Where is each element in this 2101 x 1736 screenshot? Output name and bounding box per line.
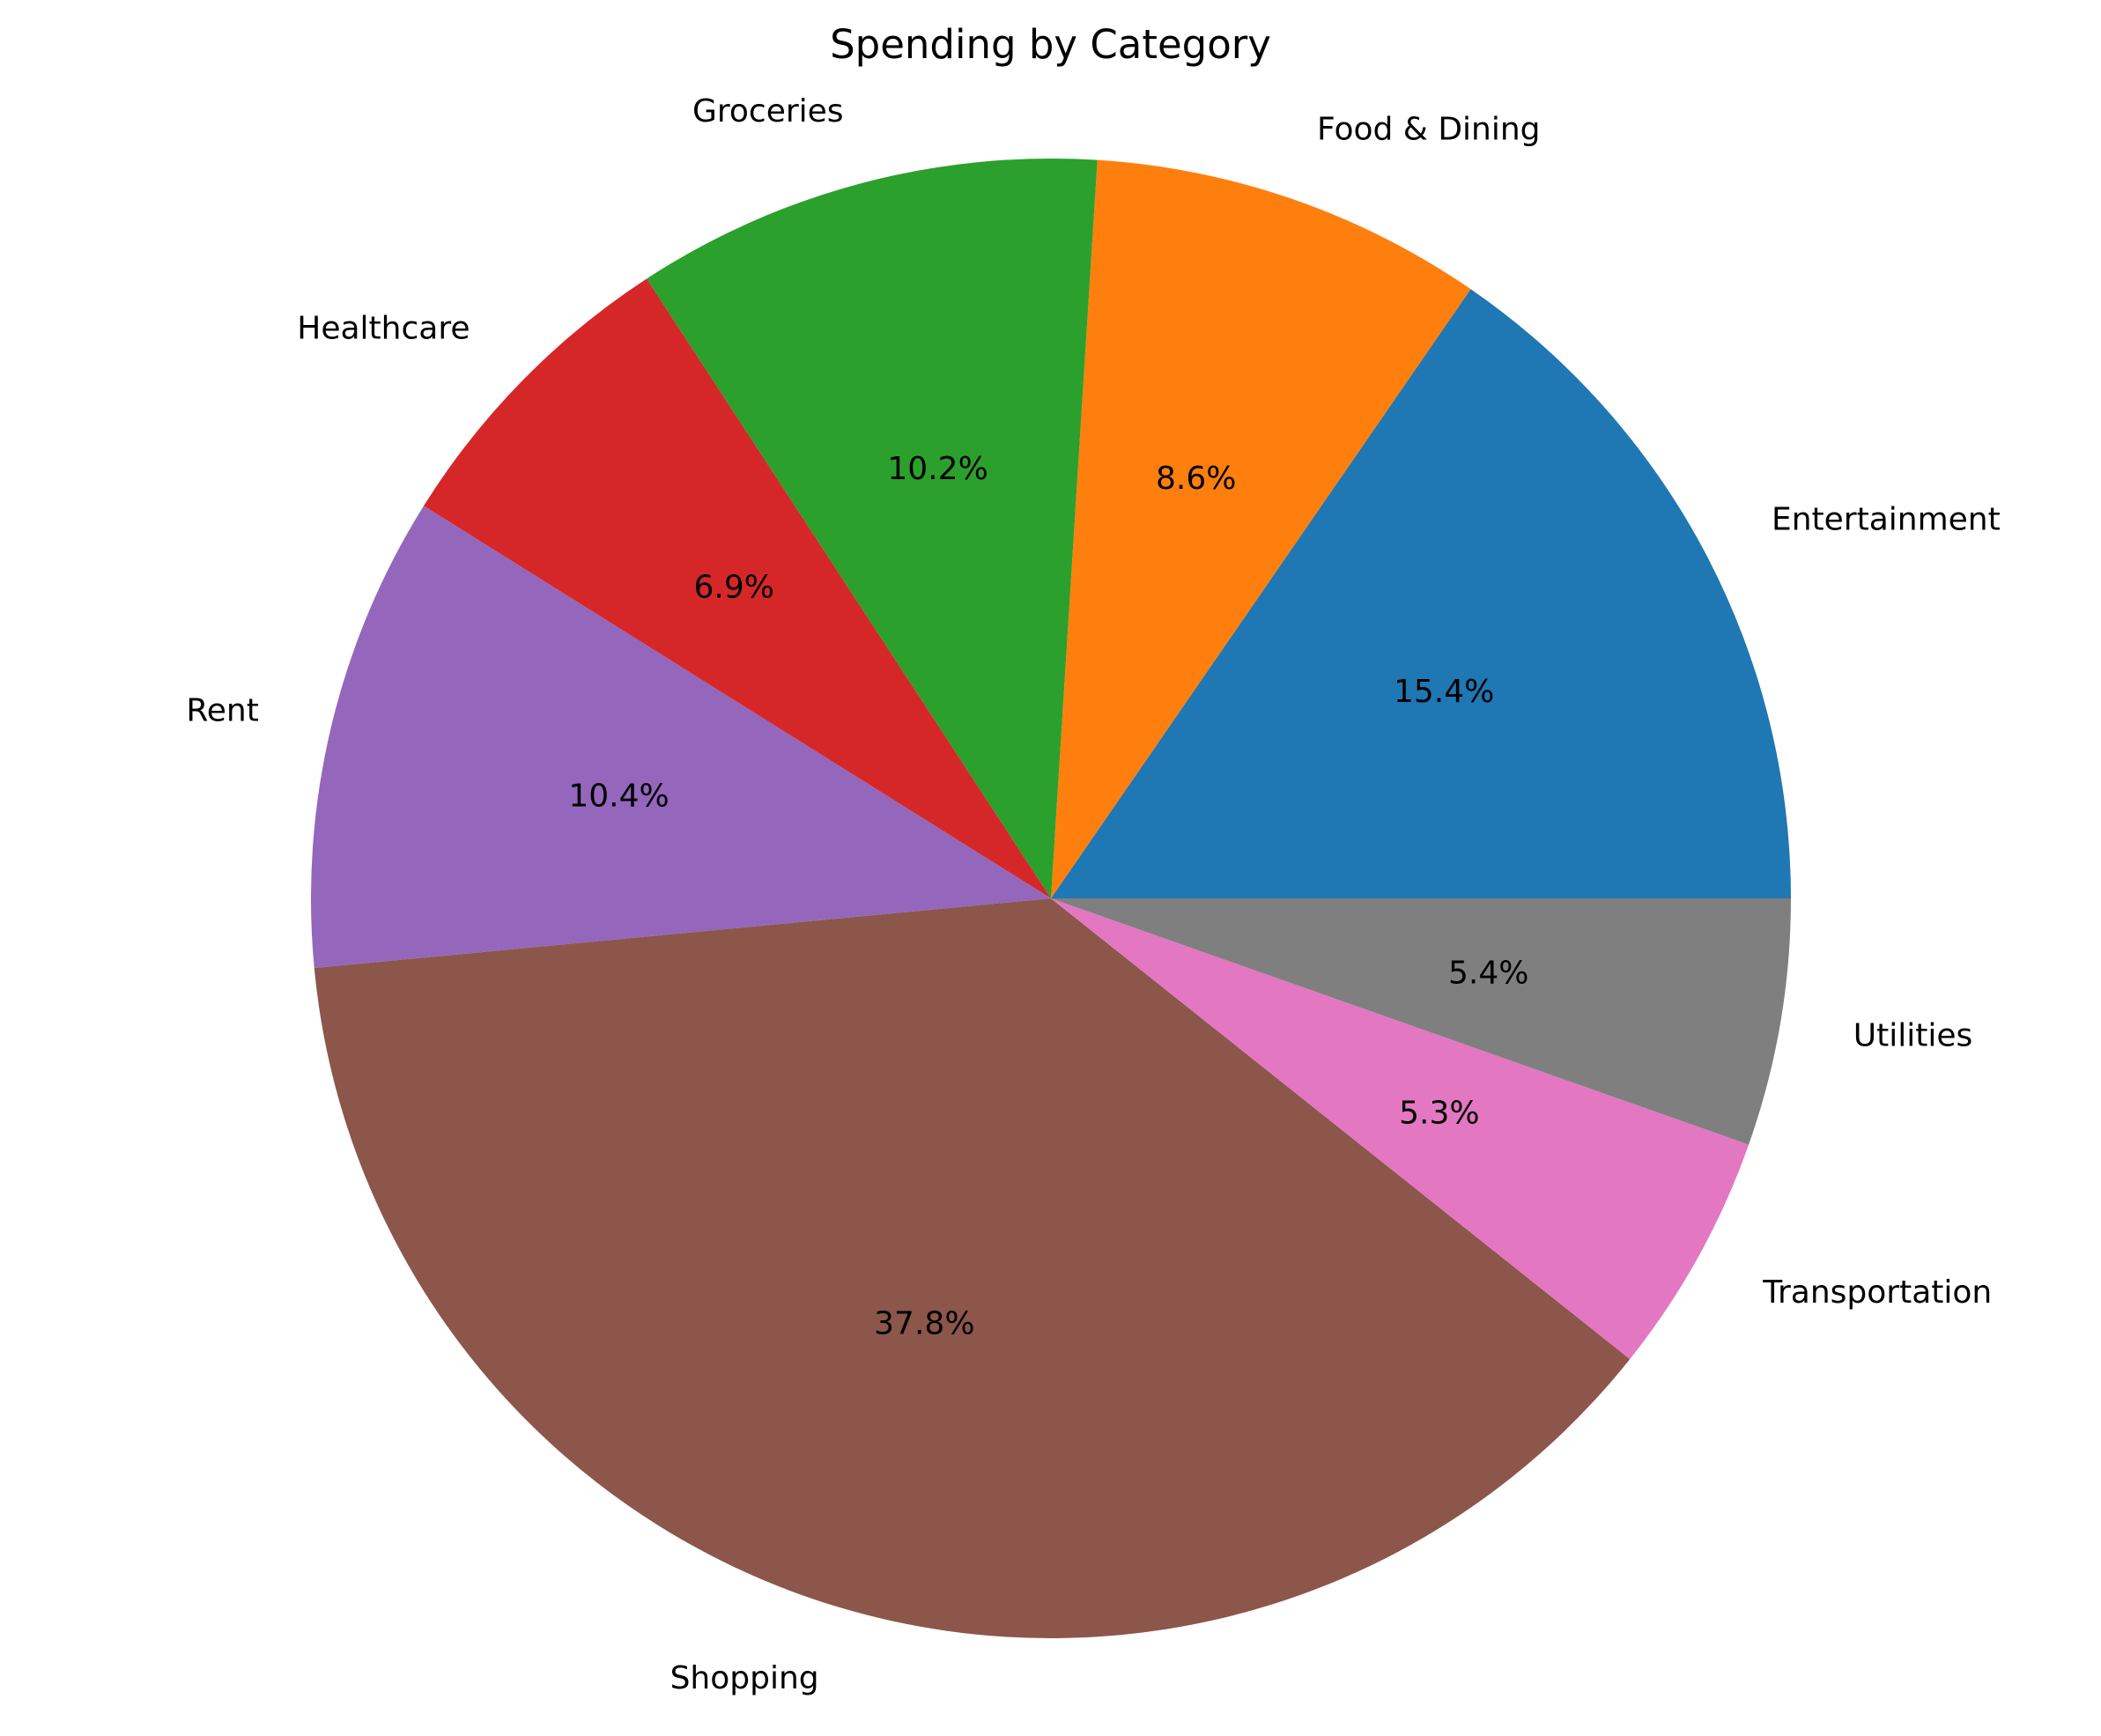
pie-slice-shopping	[314, 898, 1631, 1638]
pie-slice-utilities	[1051, 898, 1791, 1145]
pie-percent-label-food-dining: 8.6%	[1156, 461, 1236, 497]
pie-slice-entertainment	[1051, 289, 1791, 898]
pie-percent-label-shopping: 37.8%	[874, 1306, 974, 1342]
pie-slice-food-dining	[1051, 159, 1471, 899]
pie-percent-label-transportation: 5.3%	[1399, 1096, 1479, 1132]
pie-category-label-shopping: Shopping	[670, 1660, 819, 1696]
pie-percent-label-healthcare: 6.9%	[694, 569, 774, 605]
pie-category-label-rent: Rent	[186, 693, 258, 729]
pie-category-label-food-dining: Food & Dining	[1317, 111, 1541, 147]
slices-layer	[311, 159, 1791, 1638]
pie-slice-rent	[311, 506, 1051, 969]
chart-title: Spending by Category	[830, 21, 1271, 68]
pie-category-label-healthcare: Healthcare	[297, 310, 470, 346]
pie-slice-healthcare	[423, 278, 1051, 898]
pie-percent-label-groceries: 10.2%	[887, 451, 988, 487]
pie-percent-label-utilities: 5.4%	[1448, 956, 1528, 992]
pie-slice-groceries	[647, 159, 1098, 898]
pie-percent-label-rent: 10.4%	[568, 778, 669, 814]
category-labels-layer: Entertainment Food & Dining Groceries Healt…	[186, 93, 2000, 1696]
percent-labels-layer: 15.4% 8.6% 10.2% 6.9% 10.4% 37.8% 5.3% 5.4%	[568, 451, 1528, 1341]
pie-category-label-utilities: Utilities	[1853, 1018, 1973, 1054]
pie-percent-label-entertainment: 15.4%	[1394, 674, 1494, 710]
pie-category-label-entertainment: Entertainment	[1772, 502, 2001, 538]
pie-category-label-groceries: Groceries	[692, 93, 844, 129]
pie-category-label-transportation: Transportation	[1762, 1274, 1992, 1311]
pie-slice-transportation	[1051, 898, 1750, 1360]
